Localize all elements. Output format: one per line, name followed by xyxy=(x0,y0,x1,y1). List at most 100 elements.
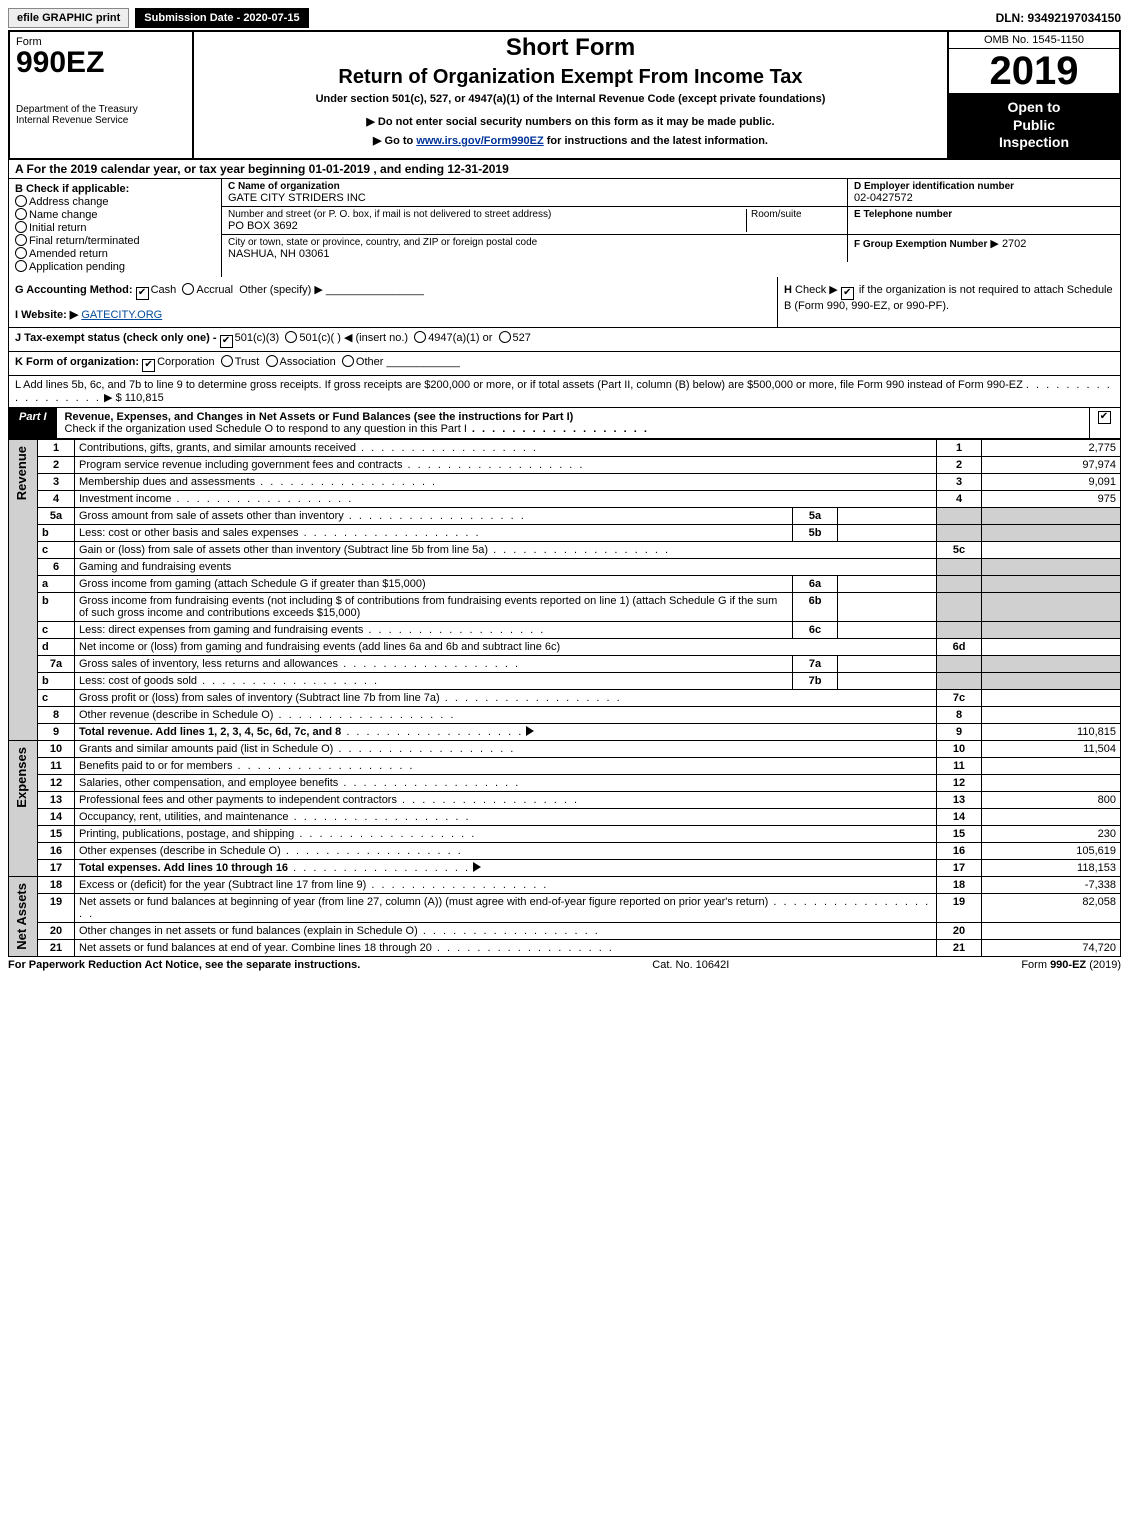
subC-pre: ▶ Go to xyxy=(373,135,416,147)
table-row: 9Total revenue. Add lines 1, 2, 3, 4, 5c… xyxy=(9,723,1121,740)
tri-icon: ▶ xyxy=(990,238,998,250)
table-row: Revenue 1 Contributions, gifts, grants, … xyxy=(9,439,1121,456)
open-line-2: Public xyxy=(953,117,1115,135)
box-e-label: E Telephone number xyxy=(854,209,1114,220)
chk-501c3[interactable] xyxy=(220,335,233,348)
table-row: 5aGross amount from sale of assets other… xyxy=(9,507,1121,524)
vlabel-net-assets: Net Assets xyxy=(13,879,30,954)
chk-schedule-o-used[interactable] xyxy=(1098,411,1111,424)
table-row: cGross profit or (loss) from sales of in… xyxy=(9,689,1121,706)
box-e: E Telephone number xyxy=(848,207,1120,234)
dept-treasury: Department of the Treasury xyxy=(16,104,186,115)
submission-date-button[interactable]: Submission Date - 2020-07-15 xyxy=(135,8,308,28)
line-g-h: G Accounting Method: Cash Accrual Other … xyxy=(8,277,1121,328)
opt-527: 527 xyxy=(513,332,531,344)
chk-501c[interactable] xyxy=(285,331,297,343)
chk-527[interactable] xyxy=(499,331,511,343)
line-g: G Accounting Method: Cash Accrual Other … xyxy=(9,277,777,327)
chk-trust[interactable] xyxy=(221,355,233,367)
form-code: 990EZ xyxy=(16,48,186,78)
table-row: bLess: cost or other basis and sales exp… xyxy=(9,524,1121,541)
box-b: B Check if applicable: Address change Na… xyxy=(9,179,222,277)
box-c-addr: Number and street (or P. O. box, if mail… xyxy=(222,207,848,234)
top-bar: efile GRAPHIC print Submission Date - 20… xyxy=(8,8,1121,28)
chk-application-pending[interactable] xyxy=(15,260,27,272)
omb-number: OMB No. 1545-1150 xyxy=(949,32,1119,49)
header-left: Form 990EZ Department of the Treasury In… xyxy=(10,32,194,158)
table-row: 3Membership dues and assessments39,091 xyxy=(9,473,1121,490)
opt-corporation: Corporation xyxy=(157,356,214,368)
chk-name-change[interactable] xyxy=(15,208,27,220)
table-row: cLess: direct expenses from gaming and f… xyxy=(9,621,1121,638)
short-form-title: Short Form xyxy=(202,34,939,62)
header-right: OMB No. 1545-1150 2019 Open to Public In… xyxy=(947,32,1119,158)
line-h-label: H xyxy=(784,284,792,296)
opt-other-specify: Other (specify) ▶ xyxy=(239,284,323,296)
table-row: 21Net assets or fund balances at end of … xyxy=(9,939,1121,956)
vlabel-expenses: Expenses xyxy=(13,743,30,812)
part1-title-text: Revenue, Expenses, and Changes in Net As… xyxy=(65,411,574,423)
table-row: 12Salaries, other compensation, and empl… xyxy=(9,774,1121,791)
table-row: 14Occupancy, rent, utilities, and mainte… xyxy=(9,808,1121,825)
chk-4947a1[interactable] xyxy=(414,331,426,343)
line-h-text1: Check ▶ xyxy=(795,284,838,296)
sub-line-a: Under section 501(c), 527, or 4947(a)(1)… xyxy=(202,93,939,105)
footer-left: For Paperwork Reduction Act Notice, see … xyxy=(8,959,360,971)
table-row: 13Professional fees and other payments t… xyxy=(9,791,1121,808)
footer-center: Cat. No. 10642I xyxy=(360,959,1021,971)
opt-cash: Cash xyxy=(151,284,177,296)
chk-accrual[interactable] xyxy=(182,283,194,295)
header-center: Short Form Return of Organization Exempt… xyxy=(194,32,947,158)
chk-corporation[interactable] xyxy=(142,359,155,372)
open-line-1: Open to xyxy=(953,99,1115,117)
sub-line-b: ▶ Do not enter social security numbers o… xyxy=(202,115,939,128)
box-c-name: C Name of organization GATE CITY STRIDER… xyxy=(222,179,848,206)
cell-desc: Contributions, gifts, grants, and simila… xyxy=(75,439,937,456)
dln-label: DLN: 93492197034150 xyxy=(996,11,1121,25)
part1-title: Revenue, Expenses, and Changes in Net As… xyxy=(57,408,1089,438)
chk-cash[interactable] xyxy=(136,287,149,300)
opt-name-change: Name change xyxy=(29,209,98,221)
table-row: bLess: cost of goods sold7b xyxy=(9,672,1121,689)
line-i-label: I Website: ▶ xyxy=(15,309,78,321)
line-l: L Add lines 5b, 6c, and 7b to line 9 to … xyxy=(8,376,1121,408)
chk-schedule-b-not-required[interactable] xyxy=(841,287,854,300)
efile-print-button[interactable]: efile GRAPHIC print xyxy=(8,8,129,28)
addr-value: PO BOX 3692 xyxy=(228,220,746,232)
subC-post: for instructions and the latest informat… xyxy=(544,135,768,147)
opt-address-change: Address change xyxy=(29,196,109,208)
website-link[interactable]: GATECITY.ORG xyxy=(81,309,162,321)
table-row: 2Program service revenue including gover… xyxy=(9,456,1121,473)
chk-address-change[interactable] xyxy=(15,195,27,207)
chk-association[interactable] xyxy=(266,355,278,367)
line-h: H Check ▶ if the organization is not req… xyxy=(777,277,1120,327)
irs-link[interactable]: www.irs.gov/Form990EZ xyxy=(416,135,543,147)
main-title: Return of Organization Exempt From Incom… xyxy=(202,66,939,89)
part1-label: Part I xyxy=(9,408,57,438)
opt-association: Association xyxy=(280,356,336,368)
footer-right: Form 990-EZ (2019) xyxy=(1021,959,1121,971)
opt-trust: Trust xyxy=(235,356,260,368)
org-name: GATE CITY STRIDERS INC xyxy=(228,192,841,204)
table-row: aGross income from gaming (attach Schedu… xyxy=(9,575,1121,592)
line-l-amount: $ 110,815 xyxy=(116,392,164,404)
sub-line-c: ▶ Go to www.irs.gov/Form990EZ for instru… xyxy=(202,134,939,147)
table-row: 15Printing, publications, postage, and s… xyxy=(9,825,1121,842)
chk-final-return[interactable] xyxy=(15,234,27,246)
opt-amended-return: Amended return xyxy=(29,248,108,260)
open-to-public-box: Open to Public Inspection xyxy=(949,93,1119,158)
part1-check-note: Check if the organization used Schedule … xyxy=(65,423,467,435)
tax-year: 2019 xyxy=(949,49,1119,93)
info-grid: B Check if applicable: Address change Na… xyxy=(8,179,1121,277)
chk-other-org[interactable] xyxy=(342,355,354,367)
chk-initial-return[interactable] xyxy=(15,221,27,233)
line-a: A For the 2019 calendar year, or tax yea… xyxy=(8,160,1121,179)
irs-label: Internal Revenue Service xyxy=(16,115,186,126)
cell-num: 1 xyxy=(38,439,75,456)
box-d-label: D Employer identification number xyxy=(854,181,1114,192)
page-footer: For Paperwork Reduction Act Notice, see … xyxy=(8,959,1121,971)
vlabel-revenue: Revenue xyxy=(13,442,30,504)
chk-amended-return[interactable] xyxy=(15,247,27,259)
tri-icon xyxy=(473,862,481,872)
part1-check-cell xyxy=(1089,408,1120,438)
